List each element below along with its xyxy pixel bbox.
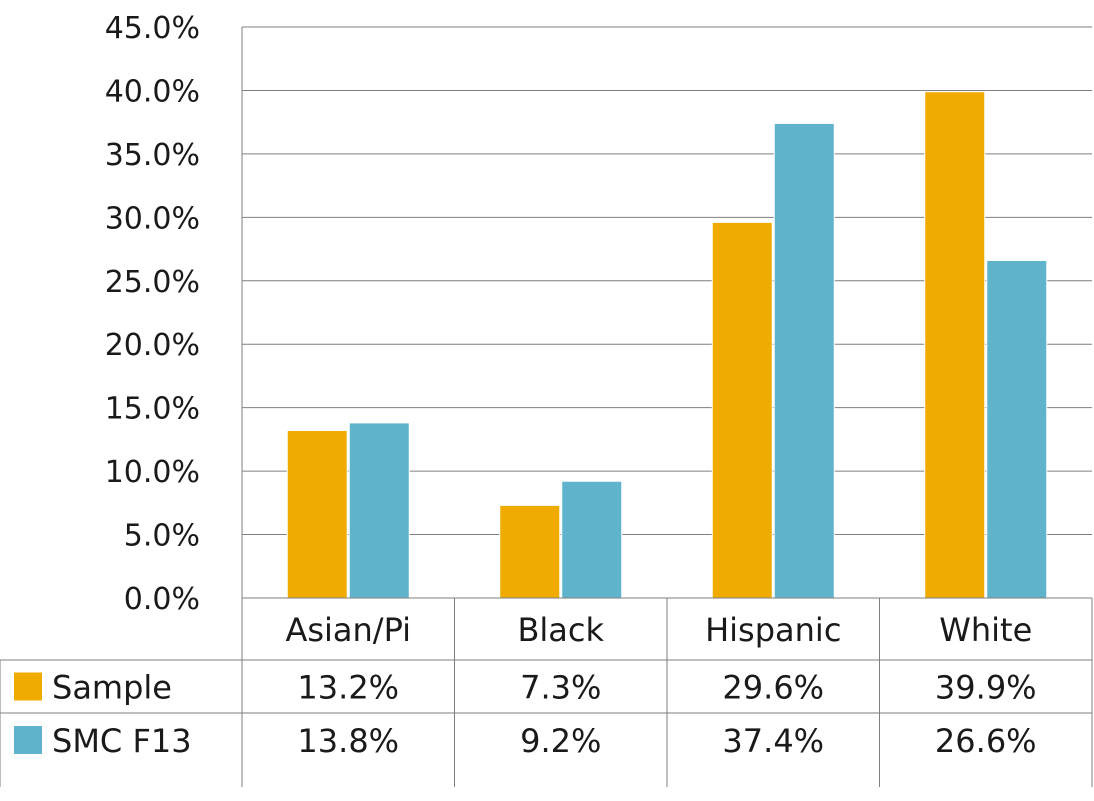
y-tick-label: 45.0% <box>105 11 200 46</box>
bar-sample-asian-pi <box>286 430 348 599</box>
data-label: 13.8% <box>297 722 399 760</box>
y-tick-label: 5.0% <box>124 519 200 554</box>
y-axis-tick-labels: 0.0% 5.0% 10.0% 15.0% 20.0% 25.0% 30.0% 35.0% 40… <box>105 11 200 617</box>
data-table: Asian/Pi Black Hispanic White Sample 13.2% 7.3… <box>0 597 1093 787</box>
y-tick-label: 10.0% <box>105 455 200 490</box>
legend-swatch <box>14 672 42 701</box>
y-tick-label: 30.0% <box>105 201 200 236</box>
y-tick-label: 40.0% <box>105 74 200 109</box>
bars <box>286 91 1048 599</box>
data-label: 13.2% <box>297 669 399 707</box>
bar-smc-f13-black <box>561 480 623 599</box>
y-tick-label: 35.0% <box>105 138 200 173</box>
bar-sample-white <box>924 91 986 599</box>
category-label: Black <box>517 611 604 649</box>
data-label: 29.6% <box>722 669 824 707</box>
data-label: 37.4% <box>722 722 824 760</box>
category-label: Hispanic <box>705 611 841 649</box>
bar-sample-black <box>499 504 561 599</box>
y-tick-label: 20.0% <box>105 328 200 363</box>
data-label: 9.2% <box>520 722 601 760</box>
bar-smc-f13-white <box>986 259 1048 599</box>
legend-label: SMC F13 <box>52 722 192 760</box>
data-label: 26.6% <box>935 722 1037 760</box>
y-tick-label: 0.0% <box>124 582 200 617</box>
data-label: 7.3% <box>520 669 601 707</box>
category-label: Asian/Pi <box>285 611 411 649</box>
legend-swatch <box>14 726 42 754</box>
y-tick-label: 25.0% <box>105 265 200 300</box>
y-tick-label: 15.0% <box>105 392 200 427</box>
data-label: 39.9% <box>935 669 1037 707</box>
bar-smc-f13-hispanic <box>773 122 835 599</box>
legend-label: Sample <box>52 669 172 707</box>
category-label: White <box>939 611 1032 649</box>
bar-smc-f13-asian-pi <box>348 422 410 599</box>
bar-sample-hispanic <box>711 221 773 599</box>
